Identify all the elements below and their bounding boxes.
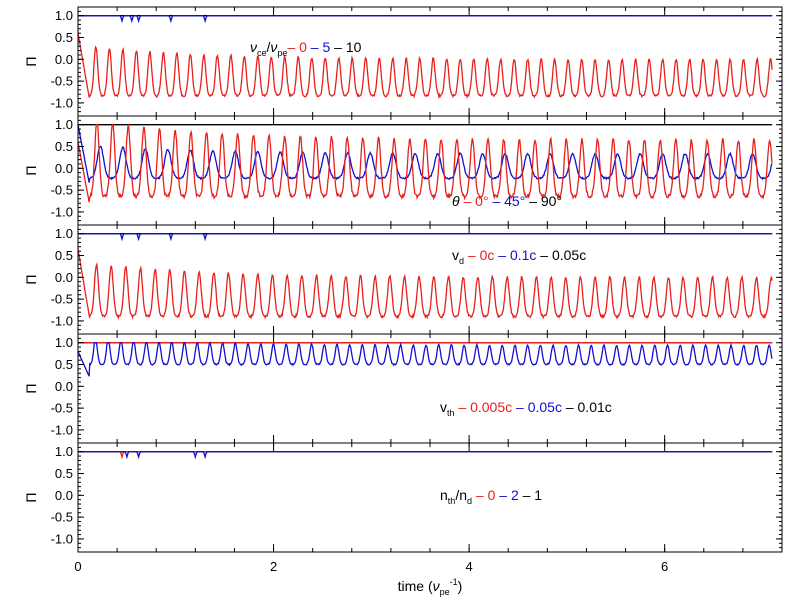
series-blue-line bbox=[78, 15, 773, 24]
legend-part: – 0.005c bbox=[455, 399, 513, 415]
legend-part: ν bbox=[270, 39, 277, 55]
legend-part: ce bbox=[257, 48, 267, 58]
y-axis-label: Π bbox=[23, 492, 39, 502]
legend-part: – 0.05c bbox=[512, 399, 562, 415]
legend-part: – 2 bbox=[495, 487, 519, 503]
y-tick-label: 0.0 bbox=[55, 270, 73, 285]
legend-part: – 1 bbox=[519, 487, 543, 503]
y-tick-label: -1.0 bbox=[51, 95, 73, 110]
legend-part: – 0c bbox=[464, 247, 494, 263]
legend-part: pe bbox=[277, 48, 287, 58]
y-tick-label: 1.0 bbox=[55, 8, 73, 23]
xlabel-part: pe bbox=[440, 587, 450, 597]
legend-part: – 0 bbox=[287, 39, 307, 55]
legend-part: θ bbox=[452, 193, 460, 209]
y-axis-label: Π bbox=[23, 274, 39, 284]
legend-part: th bbox=[448, 496, 456, 506]
y-tick-label: 0.5 bbox=[55, 248, 73, 263]
legend-panel-1: νce/νpe– 0 – 5 – 10 bbox=[250, 39, 362, 58]
y-tick-label: 0.0 bbox=[55, 488, 73, 503]
y-tick-label: -1.0 bbox=[51, 422, 73, 437]
x-tick-label: 2 bbox=[270, 559, 277, 574]
xlabel-part: time ( bbox=[398, 578, 433, 594]
series-blue-line bbox=[78, 451, 773, 460]
series-blue-line bbox=[78, 233, 773, 242]
x-axis-label: time (νpe-1) bbox=[398, 577, 463, 597]
y-tick-label: 0.0 bbox=[55, 379, 73, 394]
x-tick-label: 4 bbox=[465, 559, 472, 574]
panel-frame bbox=[77, 333, 783, 444]
legend-panel-4: vth – 0.005c – 0.05c – 0.01c bbox=[440, 399, 612, 418]
legend-part: v bbox=[440, 399, 447, 415]
series-blue-line bbox=[77, 341, 773, 377]
series-red-line bbox=[77, 33, 773, 100]
legend-part: /n bbox=[455, 487, 467, 503]
y-tick-label: 0.5 bbox=[55, 139, 73, 154]
y-tick-label: 0.0 bbox=[55, 161, 73, 176]
legend-part: th bbox=[447, 408, 455, 418]
legend-part: n bbox=[440, 487, 448, 503]
legend-part: – 0.01c bbox=[562, 399, 612, 415]
legend-part: – 0.05c bbox=[536, 247, 586, 263]
xlabel-part: -1 bbox=[450, 577, 458, 587]
panel-5: -1.0 -0.5 0.0 0.5 1.0 Π nth/nd – 0 – 2 – 1 bbox=[23, 442, 783, 553]
panel-frame bbox=[77, 442, 783, 553]
y-axis-label: Π bbox=[23, 56, 39, 66]
series-blue-line bbox=[77, 124, 773, 183]
y-tick-label: 0.5 bbox=[55, 357, 73, 372]
y-tick-label: 1.0 bbox=[55, 444, 73, 459]
y-tick-label: 0.5 bbox=[55, 466, 73, 481]
legend-part: v bbox=[452, 247, 459, 263]
legend-part: / bbox=[267, 39, 271, 55]
y-tick-label: 1.0 bbox=[55, 335, 73, 350]
y-tick-label: -0.5 bbox=[51, 74, 73, 89]
panel-frame bbox=[77, 115, 783, 226]
y-tick-label: 1.0 bbox=[55, 117, 73, 132]
legend-panel-3: vd – 0c – 0.1c – 0.05c bbox=[452, 247, 586, 266]
y-tick-label: -0.5 bbox=[51, 510, 73, 525]
legend-part: – 45° bbox=[489, 193, 526, 209]
panel-2: -1.0 -0.5 0.0 0.5 1.0 Πθ – 0° – 45° – 90° bbox=[23, 115, 783, 226]
y-tick-label: -0.5 bbox=[51, 183, 73, 198]
legend-part: d bbox=[467, 496, 472, 506]
legend-part: d bbox=[459, 256, 464, 266]
y-tick-label: -1.0 bbox=[51, 531, 73, 546]
legend-part: ν bbox=[250, 39, 257, 55]
xlabel-part: ) bbox=[458, 578, 463, 594]
legend-part: – 0° bbox=[460, 193, 489, 209]
panel-3: -1.0 -0.5 0.0 0.5 1.0 Πvd – 0c – 0.1c – 0.05c bbox=[23, 224, 783, 335]
legend-part: – 90° bbox=[525, 193, 562, 209]
legend-panel-2: θ – 0° – 45° – 90° bbox=[452, 193, 562, 209]
y-axis-label: Π bbox=[23, 165, 39, 175]
x-tick-label: 0 bbox=[74, 559, 81, 574]
series-red-line bbox=[77, 123, 773, 203]
legend-part: – 10 bbox=[330, 39, 361, 55]
y-tick-label: 0.0 bbox=[55, 52, 73, 67]
legend-part: – 0 bbox=[472, 487, 496, 503]
series-red-line bbox=[77, 248, 773, 320]
y-tick-label: 1.0 bbox=[55, 226, 73, 241]
y-axis-label: Π bbox=[23, 383, 39, 393]
y-tick-label: 0.5 bbox=[55, 30, 73, 45]
xlabel-part: ν bbox=[433, 578, 440, 594]
series-red-line bbox=[78, 451, 773, 460]
x-tick-label: 6 bbox=[661, 559, 668, 574]
legend-part: – 0.1c bbox=[494, 247, 536, 263]
y-tick-label: -1.0 bbox=[51, 313, 73, 328]
y-tick-label: -1.0 bbox=[51, 204, 73, 219]
legend-part: – 5 bbox=[307, 39, 331, 55]
y-tick-label: -0.5 bbox=[51, 401, 73, 416]
legend-panel-5: nth/nd – 0 – 2 – 1 bbox=[440, 487, 542, 506]
y-tick-label: -0.5 bbox=[51, 292, 73, 307]
